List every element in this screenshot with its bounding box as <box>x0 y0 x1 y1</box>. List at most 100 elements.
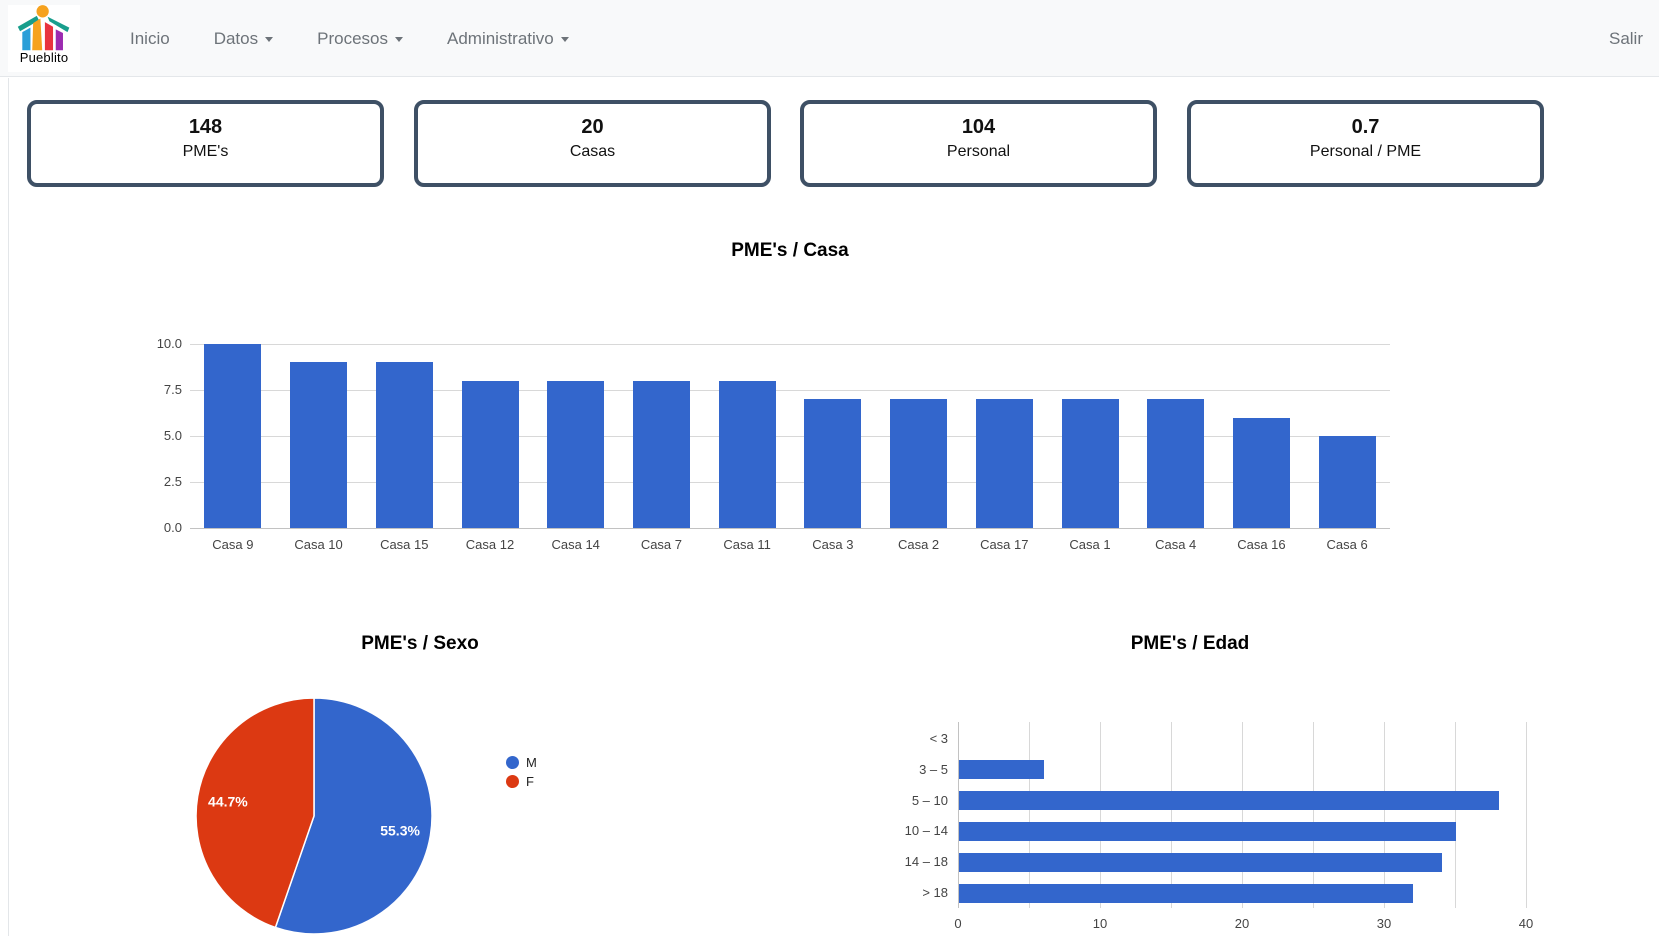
y-tick-label: 0.0 <box>163 520 182 535</box>
stat-card-casas: 20 Casas <box>414 100 771 187</box>
legend-item: M <box>506 753 537 772</box>
stat-card-personal-pme: 0.7 Personal / PME <box>1187 100 1544 187</box>
chevron-down-icon <box>265 36 274 42</box>
x-tick-label: Casa 16 <box>1237 537 1286 552</box>
x-tick-label: 20 <box>1234 916 1250 931</box>
bar <box>1232 417 1290 528</box>
pie-svg: 55.3% 44.7% <box>195 697 433 935</box>
stat-value: 0.7 <box>1351 116 1380 138</box>
x-tick-label: Casa 10 <box>294 537 343 552</box>
top-navbar: Pueblito Inicio Datos Procesos Administr… <box>0 0 1659 77</box>
bar <box>1318 436 1376 528</box>
nav-item-salir[interactable]: Salir <box>1608 28 1643 48</box>
pueblito-logo-icon <box>17 5 70 51</box>
grid-line <box>1242 722 1243 908</box>
grid-line <box>1313 722 1314 908</box>
x-tick-label: Casa 6 <box>1326 537 1368 552</box>
grid-line <box>190 528 1390 529</box>
x-tick-label: 10 <box>1092 916 1108 931</box>
bar <box>375 362 433 528</box>
grid-line <box>1100 722 1101 908</box>
bar <box>804 399 862 528</box>
chart-pmes-casa: PME's / Casa 0.0 2.5 5.0 7.5 10.0 Casa 9 Casa … <box>0 230 1659 560</box>
y-tick-label: < 3 <box>929 731 948 746</box>
bar <box>290 362 348 528</box>
stat-label: PME's <box>182 143 229 160</box>
y-tick-label: 3 – 5 <box>919 761 948 777</box>
grid-line <box>1029 722 1030 908</box>
bar <box>547 380 605 528</box>
x-tick-label: Casa 3 <box>812 537 854 552</box>
stat-label: Personal / PME <box>1309 143 1422 160</box>
bar <box>204 344 262 528</box>
chart-title: PME's / Casa <box>731 240 849 261</box>
y-tick-label: 5.0 <box>163 428 182 443</box>
grid-line <box>1455 722 1456 908</box>
x-tick-label: 30 <box>1376 916 1392 931</box>
slice-label: 55.3% <box>380 823 420 839</box>
bar <box>959 821 1456 841</box>
x-tick-label: Casa 12 <box>465 537 515 552</box>
x-tick-label: Casa 14 <box>551 537 600 552</box>
legend-label: M <box>526 755 537 770</box>
nav-item-procesos[interactable]: Procesos <box>317 29 403 49</box>
brand-name: Pueblito <box>19 50 69 65</box>
grid-line <box>1384 722 1385 908</box>
bar <box>975 399 1033 528</box>
x-tick-label: Casa 17 <box>980 537 1029 552</box>
bar <box>959 883 1414 903</box>
nav-menu: Inicio Datos Procesos Administrativo <box>130 0 569 77</box>
brand-logo-link[interactable]: Pueblito <box>8 5 80 72</box>
x-tick-label: Casa 9 <box>212 537 254 552</box>
bar <box>959 791 1499 811</box>
bar <box>1061 399 1119 528</box>
stat-card-pmes: 148 PME's <box>27 100 384 187</box>
stat-value: 20 <box>581 116 604 138</box>
bar <box>632 380 690 528</box>
grid-line <box>190 436 1390 437</box>
legend-label: F <box>526 774 534 789</box>
nav-item-inicio[interactable]: Inicio <box>130 28 170 48</box>
content-left-border <box>8 78 9 936</box>
chart-pmes-edad: PME's / Edad < 3 3 – 5 5 – 10 10 – 14 14 – 1… <box>830 620 1630 936</box>
pie-chart: 55.3% 44.7% <box>195 697 433 935</box>
grid-line <box>1526 722 1527 908</box>
y-tick-label: 14 – 18 <box>904 854 948 870</box>
grid-line <box>190 390 1390 391</box>
grid-line <box>1171 722 1172 908</box>
stat-value: 148 <box>188 116 223 138</box>
legend-swatch <box>506 775 519 788</box>
grid-line <box>190 344 1390 345</box>
x-tick-label: Casa 4 <box>1155 537 1197 552</box>
stat-card-personal: 104 Personal <box>800 100 1157 187</box>
x-tick-label: Casa 15 <box>380 537 429 552</box>
y-tick-label: 2.5 <box>163 474 182 489</box>
x-tick-label: Casa 7 <box>640 537 683 552</box>
y-tick-label: 10 – 14 <box>904 823 948 839</box>
nav-item-datos[interactable]: Datos <box>214 29 274 49</box>
legend-swatch <box>506 756 519 769</box>
grid-line <box>190 482 1390 483</box>
bar <box>959 852 1442 872</box>
stat-label: Casas <box>569 143 616 160</box>
bar <box>461 380 519 528</box>
legend-item: F <box>506 772 537 791</box>
x-tick-label: Casa 1 <box>1069 537 1111 552</box>
x-tick-label: Casa 2 <box>897 537 940 552</box>
chevron-down-icon <box>560 36 569 42</box>
chart-title: PME's / Sexo <box>361 633 479 654</box>
x-tick-label: 40 <box>1518 916 1534 931</box>
stat-value: 104 <box>961 116 996 138</box>
grid-line <box>958 722 959 908</box>
nav-item-administrativo[interactable]: Administrativo <box>447 29 569 49</box>
stat-label: Personal <box>946 143 1011 160</box>
bar <box>959 760 1045 780</box>
slice-label: 44.7% <box>208 794 248 810</box>
y-tick-label: 7.5 <box>163 382 182 397</box>
bar <box>890 399 948 528</box>
chevron-down-icon <box>394 36 403 42</box>
y-tick-label: 5 – 10 <box>911 792 948 808</box>
y-tick-label: > 18 <box>922 885 948 900</box>
